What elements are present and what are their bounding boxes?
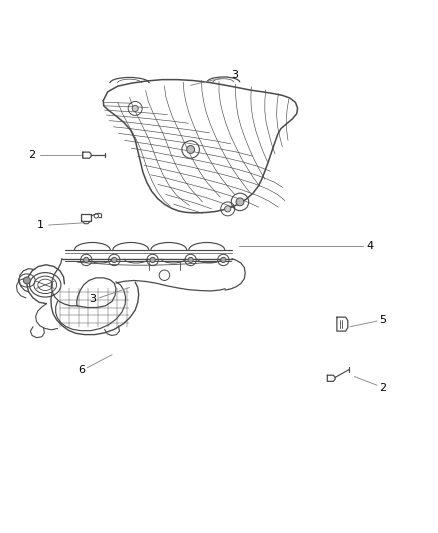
Circle shape bbox=[84, 257, 89, 263]
Circle shape bbox=[188, 257, 193, 263]
Text: 2: 2 bbox=[28, 150, 35, 160]
Circle shape bbox=[132, 106, 138, 111]
Text: 1: 1 bbox=[36, 220, 43, 230]
Text: 5: 5 bbox=[379, 315, 386, 325]
Circle shape bbox=[225, 206, 231, 212]
Text: 3: 3 bbox=[231, 70, 238, 80]
Circle shape bbox=[187, 146, 194, 154]
Circle shape bbox=[236, 198, 244, 206]
Circle shape bbox=[112, 257, 117, 263]
Text: 6: 6 bbox=[78, 366, 85, 375]
Text: 2: 2 bbox=[379, 383, 386, 393]
Circle shape bbox=[150, 257, 155, 263]
Text: 4: 4 bbox=[366, 240, 373, 251]
Circle shape bbox=[221, 257, 226, 263]
Circle shape bbox=[23, 277, 30, 284]
Text: 3: 3 bbox=[89, 294, 96, 304]
